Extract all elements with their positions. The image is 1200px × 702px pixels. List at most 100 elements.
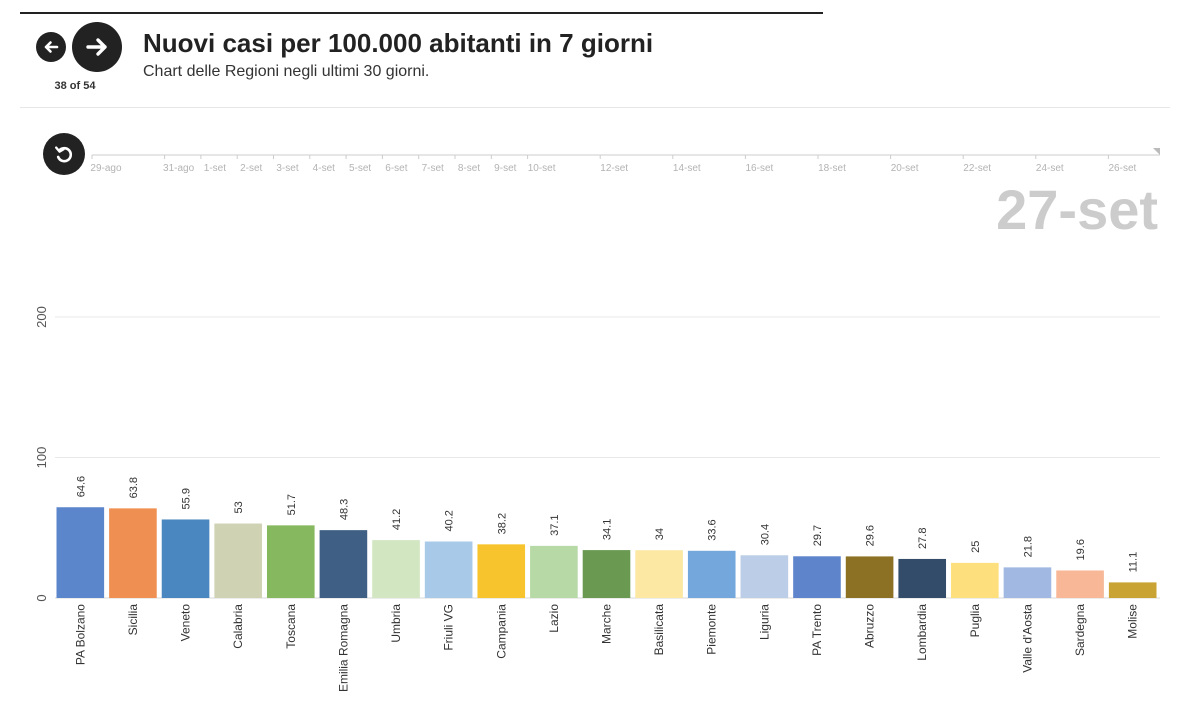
timeline-tick-label[interactable]: 26-set	[1109, 163, 1137, 174]
timeline-tick-label[interactable]: 6-set	[385, 163, 407, 174]
value-label: 48.3	[338, 499, 350, 520]
bar[interactable]	[109, 508, 157, 598]
category-label: Campania	[494, 604, 508, 659]
next-button[interactable]	[72, 22, 122, 72]
timeline-tick-label[interactable]: 12-set	[600, 163, 628, 174]
timeline-slider[interactable]: 29-ago 31-ago 1-set 2-set 3-set 4-set 5-set 6-s…	[0, 140, 1200, 180]
timeline-handle[interactable]	[1153, 148, 1160, 155]
timeline-tick-label[interactable]: 29-ago	[90, 163, 122, 174]
timeline-tick-label[interactable]: 31-ago	[163, 163, 195, 174]
value-label: 41.2	[391, 509, 403, 530]
timeline-tick-label[interactable]: 22-set	[963, 163, 991, 174]
bar[interactable]	[1056, 570, 1104, 598]
category-label: Calabria	[231, 604, 245, 649]
header-divider	[20, 107, 1170, 108]
value-label: 38.2	[496, 513, 508, 534]
timeline-tick-label[interactable]: 20-set	[891, 163, 919, 174]
category-label: PA Bolzano	[73, 604, 87, 665]
category-label: Lazio	[547, 604, 561, 633]
timeline-tick-label[interactable]: 8-set	[458, 163, 480, 174]
timeline-tick-label[interactable]: 2-set	[240, 163, 262, 174]
current-date: 27-set	[996, 178, 1158, 241]
bar[interactable]	[740, 555, 789, 598]
arrow-left-icon	[44, 41, 59, 53]
value-label: 19.6	[1075, 539, 1087, 560]
bar[interactable]	[56, 507, 105, 598]
bar[interactable]	[951, 562, 999, 598]
timeline-tick-label[interactable]: 1-set	[204, 163, 226, 174]
timeline-tick-label[interactable]: 9-set	[494, 163, 516, 174]
page-subtitle: Chart delle Regioni negli ultimi 30 gior…	[143, 63, 430, 80]
value-label: 37.1	[549, 514, 561, 535]
bar[interactable]	[687, 550, 736, 598]
timeline-tick-label[interactable]: 18-set	[818, 163, 846, 174]
category-label: Molise	[1126, 604, 1140, 639]
y-tick-label: 0	[34, 594, 49, 601]
bar[interactable]	[1003, 567, 1052, 598]
timeline-tick-label[interactable]: 4-set	[313, 163, 335, 174]
timeline-tick-label[interactable]: 3-set	[276, 163, 298, 174]
arrow-right-icon	[86, 38, 107, 56]
slide-counter: 38 of 54	[54, 80, 96, 92]
category-label: Umbria	[389, 604, 403, 643]
value-label: 25	[970, 541, 982, 553]
replay-button[interactable]	[43, 133, 85, 175]
bar[interactable]	[266, 525, 315, 598]
timeline-tick-label[interactable]: 14-set	[673, 163, 701, 174]
category-label: Puglia	[968, 604, 982, 638]
bar[interactable]	[214, 523, 262, 598]
bar[interactable]	[161, 519, 210, 598]
category-label: Friuli VG	[442, 604, 456, 651]
timeline-tick-label[interactable]: 24-set	[1036, 163, 1064, 174]
value-label: 63.8	[128, 477, 140, 498]
value-label: 27.8	[917, 528, 929, 549]
timeline-tick-label[interactable]: 16-set	[746, 163, 774, 174]
replay-icon	[55, 146, 73, 163]
bar[interactable]	[319, 530, 368, 598]
top-rule	[20, 12, 823, 14]
bar[interactable]	[845, 556, 894, 598]
bar[interactable]	[424, 541, 473, 598]
bar[interactable]	[793, 556, 841, 598]
bar[interactable]	[1108, 582, 1157, 598]
timeline-tick-label[interactable]: 5-set	[349, 163, 371, 174]
bar[interactable]	[898, 558, 947, 598]
y-tick-label: 100	[34, 447, 49, 469]
value-label: 55.9	[181, 488, 193, 509]
category-label: Veneto	[179, 604, 193, 642]
bar[interactable]	[530, 545, 578, 598]
value-label: 51.7	[286, 494, 298, 515]
category-label: Toscana	[284, 604, 298, 649]
category-label: PA Trento	[810, 604, 824, 656]
bar[interactable]	[635, 550, 683, 598]
value-label: 64.6	[75, 476, 87, 497]
timeline-tick-label[interactable]: 7-set	[422, 163, 444, 174]
bar[interactable]	[372, 540, 420, 598]
category-label: Emilia Romagna	[336, 604, 350, 692]
page-title: Nuovi casi per 100.000 abitanti in 7 gio…	[143, 28, 654, 58]
value-label: 29.7	[812, 525, 824, 546]
bar[interactable]	[477, 544, 526, 598]
value-label: 11.1	[1128, 552, 1140, 573]
value-label: 34	[654, 528, 666, 540]
value-label: 30.4	[759, 524, 771, 545]
category-label: Sardegna	[1073, 604, 1087, 656]
category-label: Basilicata	[652, 604, 666, 656]
value-label: 34.1	[602, 519, 614, 540]
category-label: Lombardia	[915, 604, 929, 661]
value-label: 33.6	[707, 519, 719, 540]
previous-button[interactable]	[36, 32, 66, 62]
value-label: 29.6	[865, 525, 877, 546]
category-label: Piemonte	[705, 604, 719, 655]
category-label: Liguria	[757, 604, 771, 640]
category-label: Marche	[600, 604, 614, 644]
bar[interactable]	[582, 550, 631, 598]
value-label: 21.8	[1022, 536, 1034, 557]
value-label: 40.2	[444, 510, 456, 531]
category-label: Sicilia	[126, 604, 140, 636]
timeline-tick-label[interactable]: 10-set	[528, 163, 556, 174]
y-tick-label: 200	[34, 306, 49, 328]
category-label: Abruzzo	[863, 604, 877, 648]
category-label: Valle d'Aosta	[1020, 604, 1034, 673]
